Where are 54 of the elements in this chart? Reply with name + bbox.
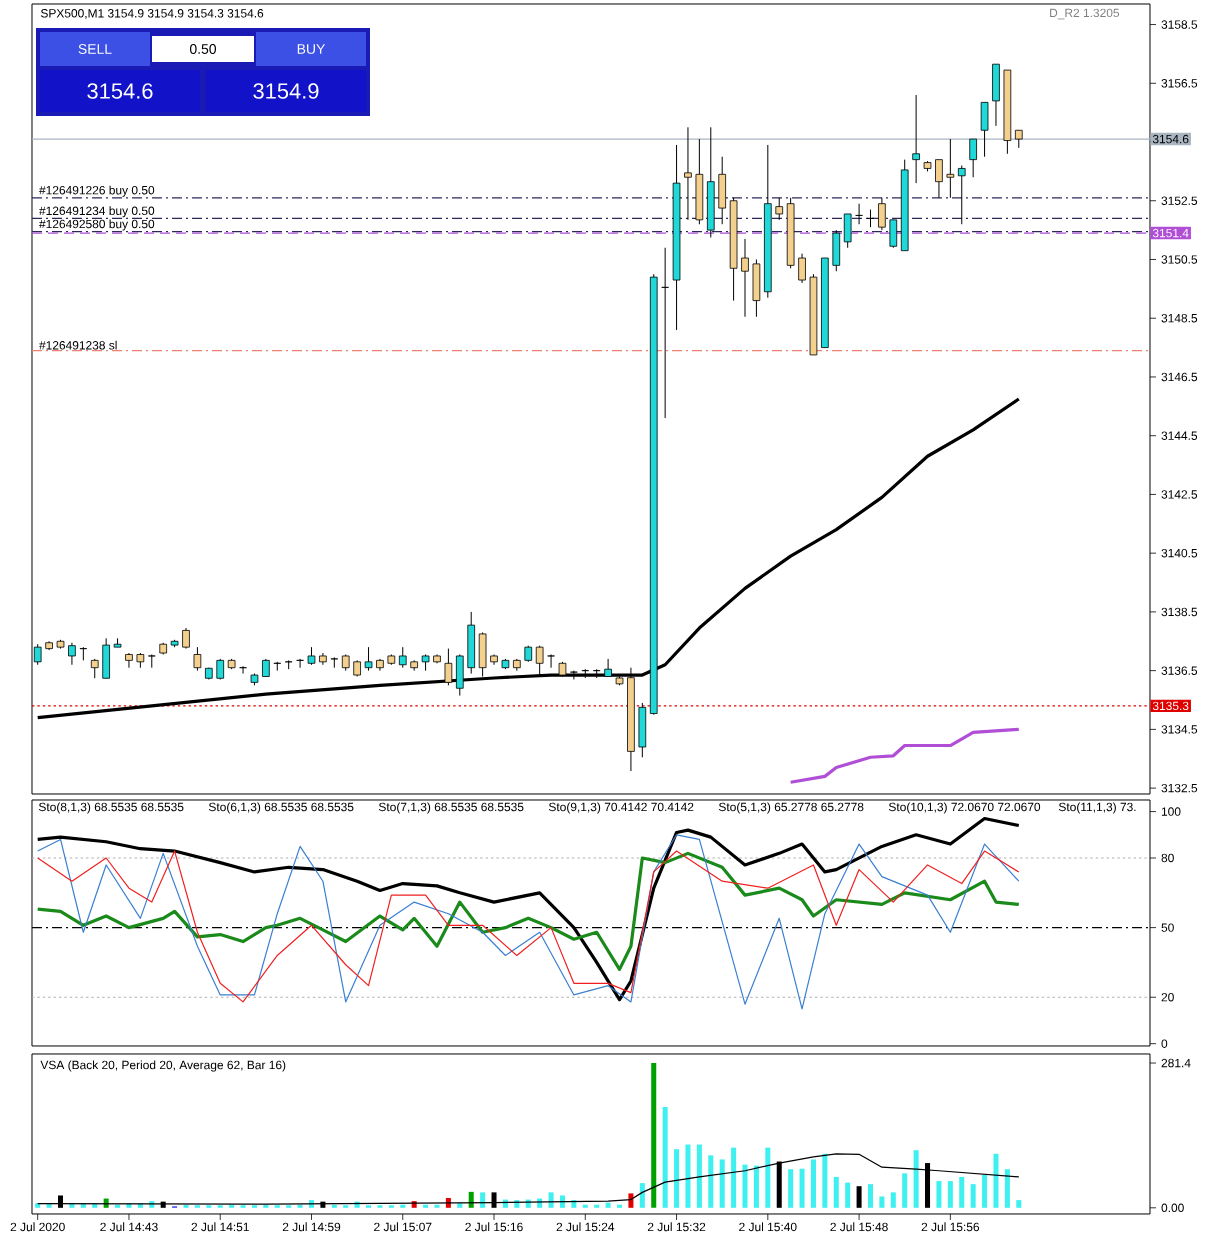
bar (708, 1155, 714, 1208)
bar (639, 1183, 645, 1208)
candlestick (547, 653, 555, 669)
candlestick (980, 101, 989, 158)
bar (833, 1176, 839, 1208)
bar (719, 1159, 725, 1208)
bar (982, 1174, 988, 1208)
bar (810, 1159, 816, 1208)
bar (890, 1192, 896, 1208)
bar (993, 1153, 999, 1208)
line-series (789, 727, 1021, 784)
candlestick (147, 653, 156, 669)
bar (674, 1149, 680, 1208)
bar (799, 1168, 805, 1208)
bar (696, 1144, 702, 1208)
bar (651, 1063, 657, 1208)
bar (628, 1193, 634, 1208)
bar (947, 1181, 953, 1208)
bar (822, 1153, 828, 1208)
bar (879, 1196, 885, 1208)
annotation: 3154.9 (253, 83, 319, 99)
candlestick (843, 213, 852, 249)
bar (731, 1147, 737, 1208)
candlestick (535, 645, 544, 678)
annotation: 3154.6 (87, 83, 153, 99)
bar (753, 1165, 759, 1208)
bar (468, 1191, 474, 1208)
candlestick (604, 658, 612, 678)
candlestick (444, 648, 453, 686)
bar (480, 1192, 486, 1208)
bar (605, 1202, 611, 1208)
candlestick (969, 138, 977, 178)
bar (867, 1184, 874, 1208)
bar (856, 1186, 862, 1208)
bar (845, 1182, 851, 1208)
bar (662, 1106, 668, 1208)
bar (959, 1176, 965, 1208)
line-series (36, 851, 1021, 971)
bar (936, 1181, 942, 1208)
bar (765, 1147, 771, 1208)
candlestick (957, 165, 966, 225)
bar (970, 1184, 976, 1208)
bar (913, 1150, 919, 1208)
bar (1004, 1169, 1010, 1208)
bar (1016, 1200, 1022, 1208)
candlestick (912, 94, 920, 184)
bar (742, 1164, 748, 1208)
bar (559, 1195, 565, 1208)
candlestick (330, 656, 339, 669)
line-series (37, 1153, 1020, 1205)
bar (788, 1169, 794, 1208)
bar (902, 1173, 908, 1208)
candlestick (193, 646, 202, 672)
bar (685, 1144, 691, 1208)
